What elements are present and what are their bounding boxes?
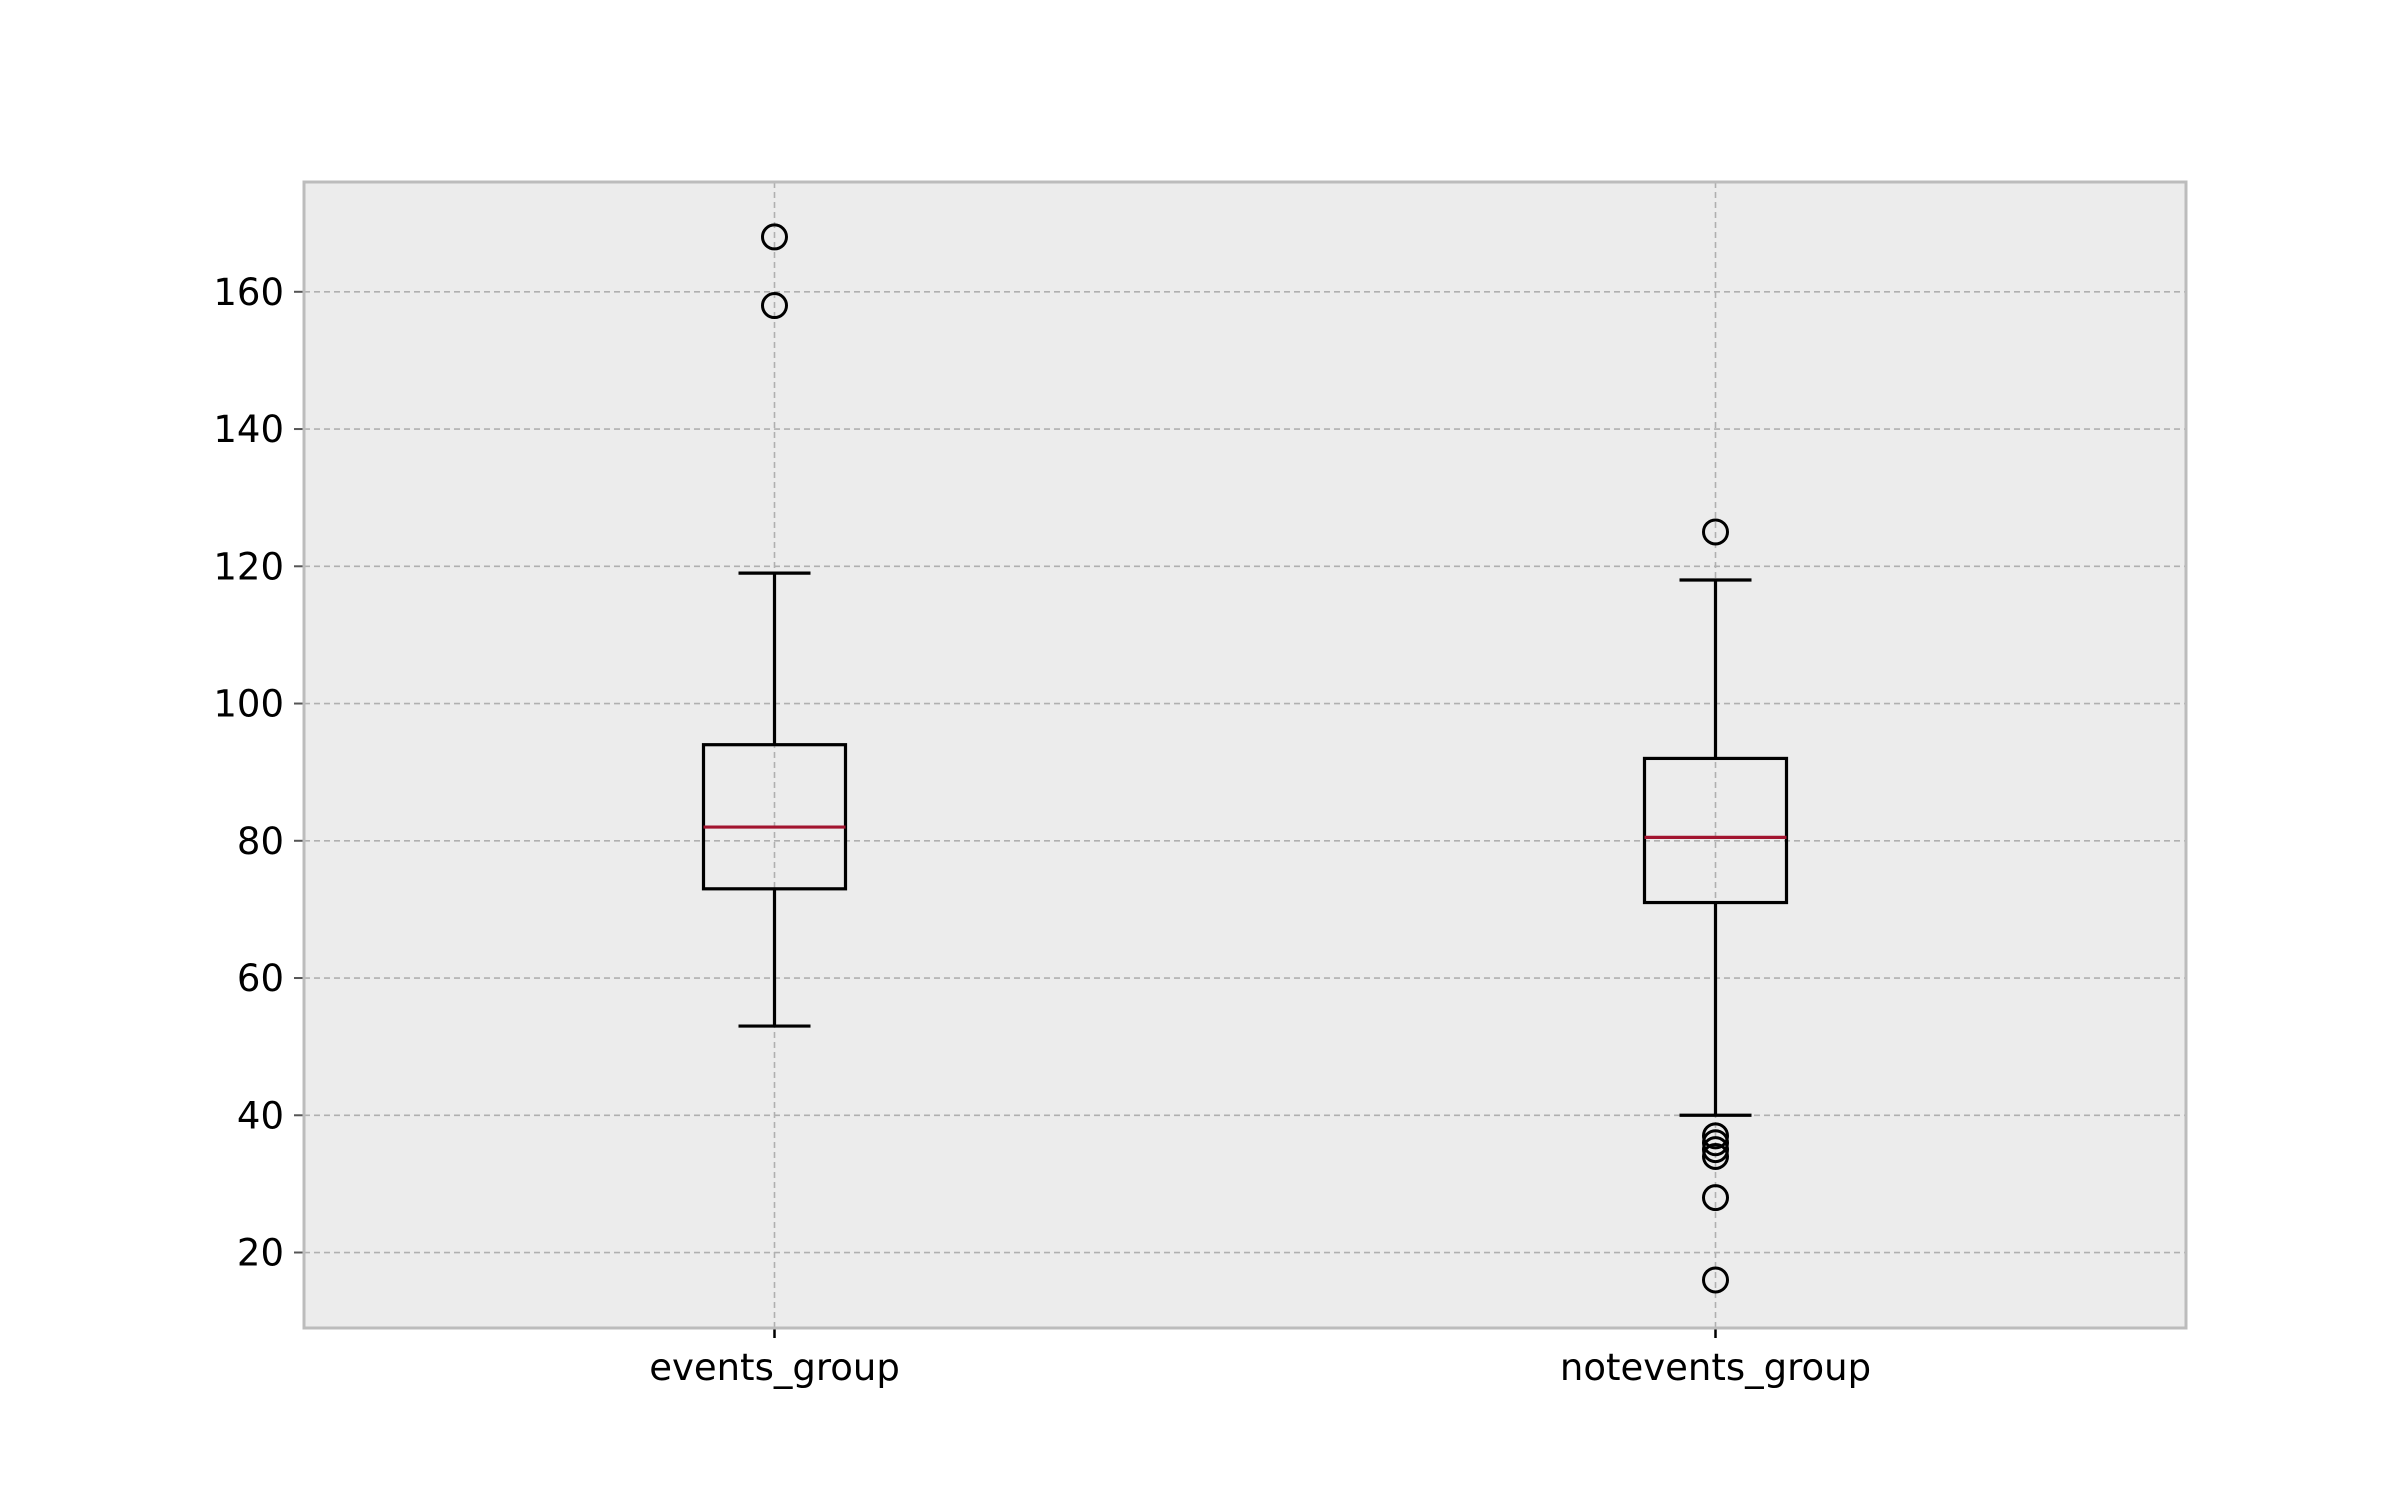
- y-tick-label: 60: [237, 957, 284, 1000]
- y-tick-label: 80: [237, 820, 284, 863]
- y-tick-label: 40: [237, 1094, 284, 1137]
- y-tick-label: 100: [213, 683, 284, 726]
- iqr-box: [701, 743, 848, 891]
- plot-area: [304, 182, 2186, 1328]
- y-tick-label: 160: [213, 271, 284, 314]
- iqr-box: [1642, 756, 1789, 905]
- y-tick-label: 120: [213, 545, 284, 588]
- outlier-point: [1702, 518, 1729, 546]
- outlier-point: [1702, 1136, 1729, 1164]
- box-events_group: [701, 223, 848, 1028]
- y-tick-label: 20: [237, 1232, 284, 1275]
- outlier-point: [1702, 1266, 1729, 1294]
- outlier-point: [1702, 1122, 1729, 1150]
- outlier-point: [1702, 1184, 1729, 1212]
- plot-frame: [302, 180, 2188, 1330]
- axis-ticks: 20 40 60 80 100 120 140 160 events_group notevent…: [213, 271, 1871, 1389]
- x-tick-label: events_group: [649, 1346, 900, 1389]
- outlier-point: [761, 223, 788, 251]
- outlier-point: [1702, 1142, 1729, 1170]
- y-tick-label: 140: [213, 408, 284, 451]
- outlier-point: [1702, 1129, 1729, 1157]
- x-tick-label: notevents_group: [1560, 1346, 1871, 1389]
- box-notevents_group: [1642, 518, 1789, 1294]
- outlier-point: [761, 292, 788, 320]
- grid-lines: [304, 182, 2186, 1328]
- box-series: [701, 223, 1789, 1294]
